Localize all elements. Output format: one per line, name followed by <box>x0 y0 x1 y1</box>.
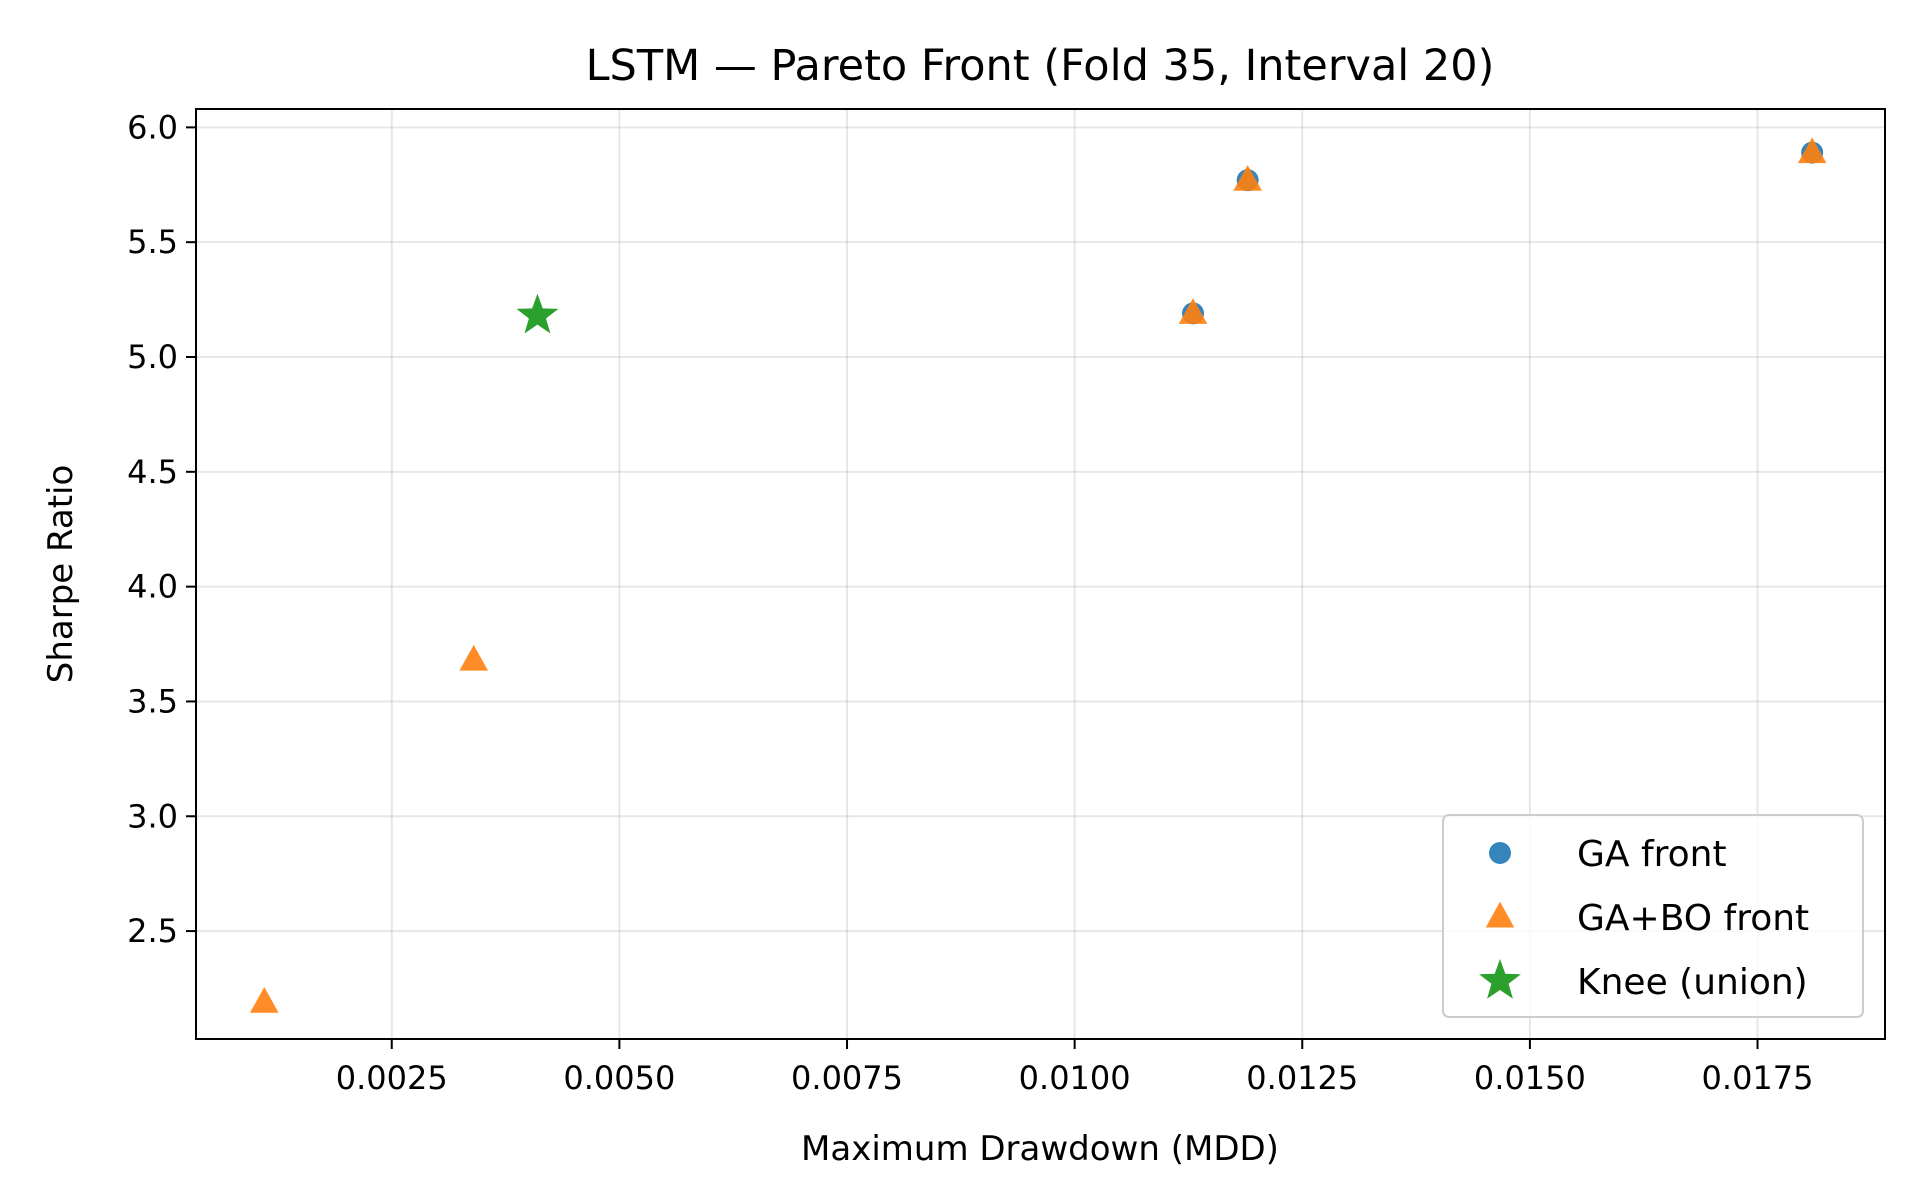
x-tick-label: 0.0150 <box>1474 1059 1586 1097</box>
ga-bo-front-point <box>1178 298 1208 324</box>
ga-front-legend-marker <box>1489 842 1511 864</box>
legend-items: GA front GA+BO front Knee (union) <box>1479 834 1809 1003</box>
legend: GA front GA+BO front Knee (union) <box>1442 814 1864 1018</box>
y-tick-label: 2.5 <box>127 912 178 950</box>
ga-bo-front-legend-label: GA+BO front <box>1577 898 1809 939</box>
ga-bo-front-point <box>1797 137 1827 164</box>
x-tick-label: 0.0050 <box>563 1059 675 1097</box>
knee-union-legend-marker <box>1479 959 1521 999</box>
x-tick-label: 0.0075 <box>791 1059 903 1097</box>
y-tick-label: 5.5 <box>127 223 178 261</box>
legend-box <box>1442 814 1864 1018</box>
chart-title: LSTM — Pareto Front (Fold 35, Interval 2… <box>586 41 1495 91</box>
ga-bo-front-point <box>1233 164 1262 191</box>
y-tick-label: 4.0 <box>127 568 178 606</box>
plot-area-frame <box>195 108 1886 1040</box>
y-tick-label: 6.0 <box>127 108 178 146</box>
x-axis-label: Maximum Drawdown (MDD) <box>801 1129 1279 1169</box>
x-tick-label: 0.0125 <box>1246 1059 1358 1097</box>
y-tick-label: 3.0 <box>127 797 178 835</box>
ga-bo-front-point <box>459 644 489 671</box>
x-tick-label: 0.0100 <box>1019 1059 1131 1097</box>
x-tick-label: 0.0175 <box>1702 1059 1814 1097</box>
y-axis-label: Sharpe Ratio <box>41 465 81 684</box>
ga-bo-front-legend-marker <box>1485 901 1515 928</box>
y-tick-label: 4.5 <box>127 453 178 491</box>
data-points <box>249 137 1827 1013</box>
y-tick-label: 5.0 <box>127 338 178 376</box>
grid-lines <box>196 109 1885 1039</box>
knee-union-point <box>516 293 559 334</box>
ga-bo-front-point <box>249 987 279 1013</box>
y-tick-label: 3.5 <box>127 682 178 720</box>
y-axis-ticks: 2.5 3.0 3.5 4.0 4.5 5.0 5.5 6.0 <box>127 108 196 950</box>
x-axis-ticks: 0.0025 0.0050 0.0075 0.0100 0.0125 0.0150 0.01… <box>336 1039 1814 1097</box>
x-tick-label: 0.0025 <box>336 1059 448 1097</box>
ga-front-legend-label: GA front <box>1577 834 1727 875</box>
knee-union-legend-label: Knee (union) <box>1577 962 1808 1003</box>
